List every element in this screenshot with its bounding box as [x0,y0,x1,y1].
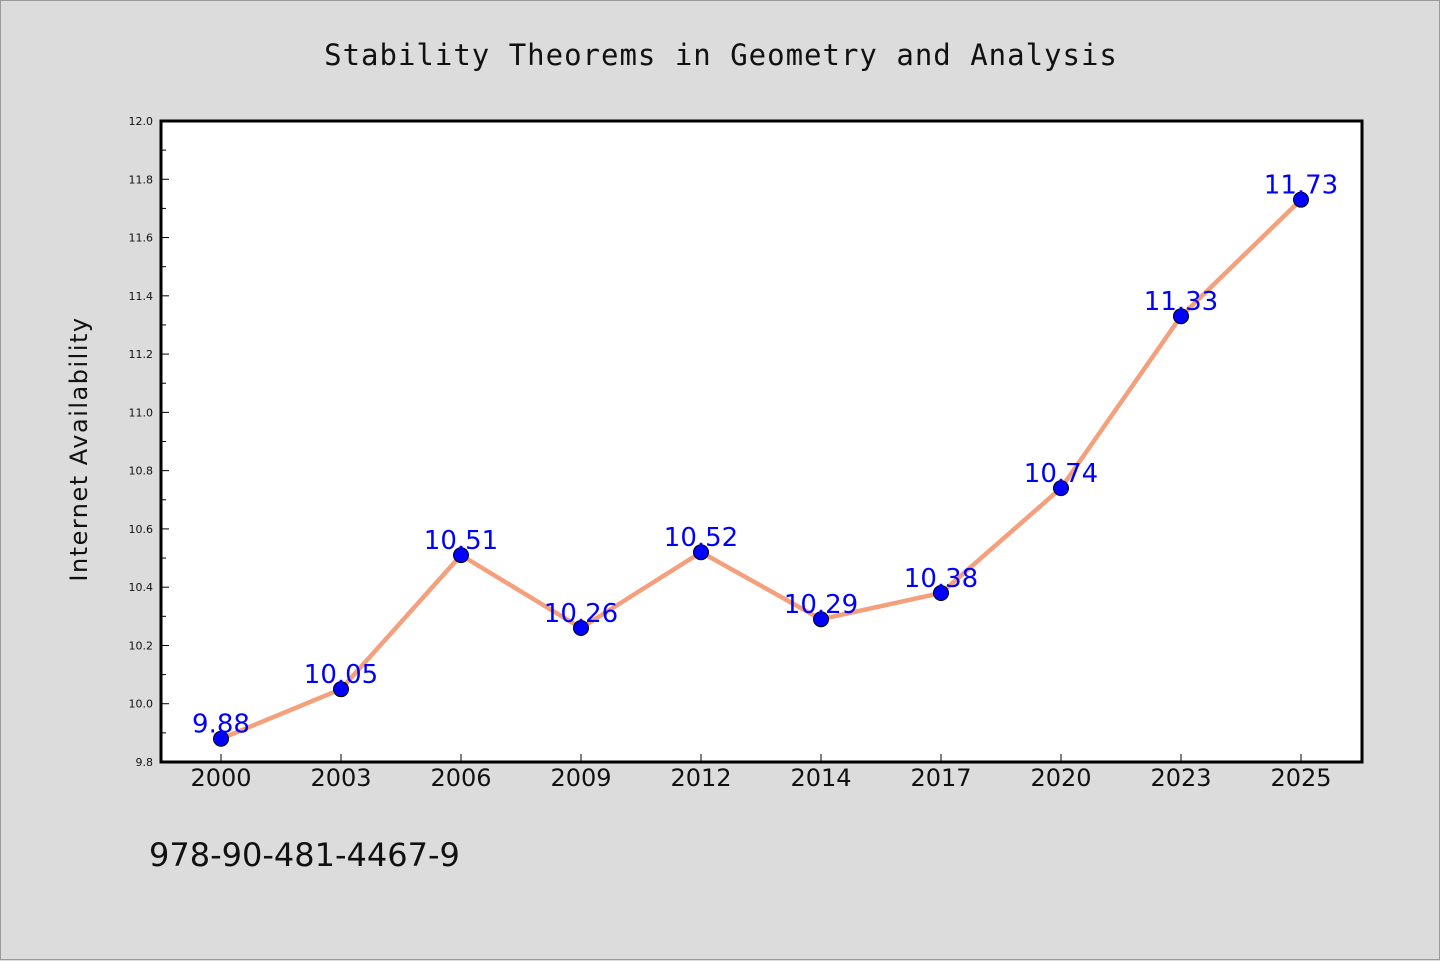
data-point [1293,191,1309,208]
data-point [1053,480,1069,497]
x-tick-label: 2012 [670,764,731,792]
y-tick-label: 10.8 [129,465,154,478]
data-labels: 9.88 10.05 10.51 10.26 10.52 10.29 10.38 10.74 1… [192,171,1338,740]
y-tick-label: 10.2 [129,639,154,652]
y-tick-label: 10.4 [129,581,154,594]
x-tick-label: 2020 [1030,764,1091,792]
x-axis: 2000 2003 2006 2009 2012 2014 2017 2020 2023 2025 [190,754,1332,792]
chart-title: Stability Theorems in Geometry and Analy… [324,38,1118,72]
data-label: 10.51 [424,526,498,556]
y-axis-label: Internet Availability [65,316,93,581]
y-tick-label: 10.6 [129,523,154,536]
x-tick-label: 2014 [790,764,851,792]
data-label: 11.73 [1264,171,1338,201]
y-tick-label: 12.0 [129,115,154,128]
y-tick-label: 11.0 [129,406,154,419]
data-point [693,544,709,561]
data-point [573,619,589,636]
data-series [213,191,1309,747]
data-label: 10.74 [1024,459,1098,489]
isbn-text: 978-90-481-4467-9 [149,836,460,874]
x-tick-label: 2017 [910,764,971,792]
y-tick-label: 9.8 [136,756,154,769]
data-label: 9.88 [192,710,250,740]
y-tick-label: 11.8 [129,173,154,186]
data-point [453,547,469,564]
data-point [333,681,349,698]
data-label: 10.29 [784,590,858,620]
data-label: 10.52 [664,523,738,553]
data-point [1173,308,1189,325]
x-tick-label: 2025 [1270,764,1331,792]
x-tick-label: 2023 [1150,764,1211,792]
series-line [218,197,1304,741]
y-tick-label: 11.6 [129,232,154,245]
data-label: 10.38 [904,564,978,594]
data-label: 10.26 [544,599,618,629]
x-tick-label: 2000 [190,764,251,792]
x-tick-label: 2009 [550,764,611,792]
plot-area [159,119,1364,764]
y-tick-label: 11.4 [129,290,154,303]
y-axis: 9.8 10.0 10.2 10.4 10.6 10.8 11.0 11.2 11.4 11.6 1… [129,115,169,769]
data-point [213,730,229,747]
y-tick-label: 11.2 [129,348,154,361]
data-point [933,585,949,602]
y-tick-label: 10.0 [129,698,154,711]
x-tick-label: 2003 [310,764,371,792]
x-tick-label: 2006 [430,764,491,792]
data-label: 10.05 [304,660,378,690]
data-label: 11.33 [1144,287,1218,317]
data-point [813,611,829,628]
